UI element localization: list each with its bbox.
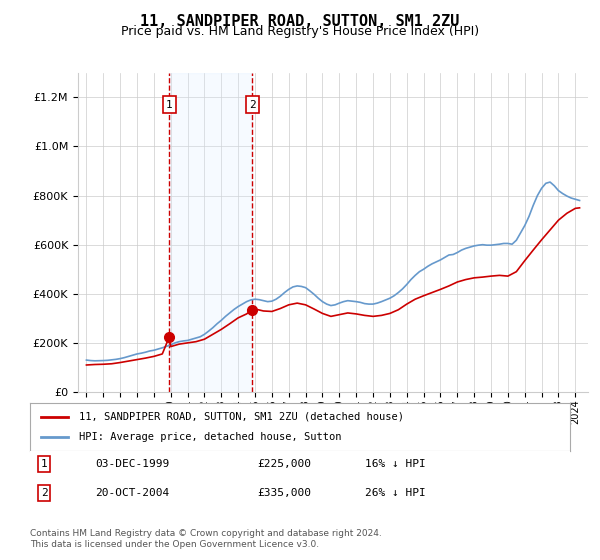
Text: 20-OCT-2004: 20-OCT-2004	[95, 488, 169, 498]
Text: 26% ↓ HPI: 26% ↓ HPI	[365, 488, 425, 498]
Text: 2: 2	[41, 488, 47, 498]
Text: 11, SANDPIPER ROAD, SUTTON, SM1 2ZU (detached house): 11, SANDPIPER ROAD, SUTTON, SM1 2ZU (det…	[79, 412, 404, 422]
Text: 03-DEC-1999: 03-DEC-1999	[95, 459, 169, 469]
Text: 16% ↓ HPI: 16% ↓ HPI	[365, 459, 425, 469]
Text: Price paid vs. HM Land Registry's House Price Index (HPI): Price paid vs. HM Land Registry's House …	[121, 25, 479, 38]
Bar	[169, 73, 252, 392]
Text: Contains HM Land Registry data © Crown copyright and database right 2024.
This d: Contains HM Land Registry data © Crown c…	[30, 529, 382, 549]
Text: 1: 1	[41, 459, 47, 469]
Text: 2: 2	[249, 100, 256, 110]
Text: £225,000: £225,000	[257, 459, 311, 469]
Text: 11, SANDPIPER ROAD, SUTTON, SM1 2ZU: 11, SANDPIPER ROAD, SUTTON, SM1 2ZU	[140, 14, 460, 29]
Text: HPI: Average price, detached house, Sutton: HPI: Average price, detached house, Sutt…	[79, 432, 341, 442]
Text: £335,000: £335,000	[257, 488, 311, 498]
Text: 1: 1	[166, 100, 173, 110]
